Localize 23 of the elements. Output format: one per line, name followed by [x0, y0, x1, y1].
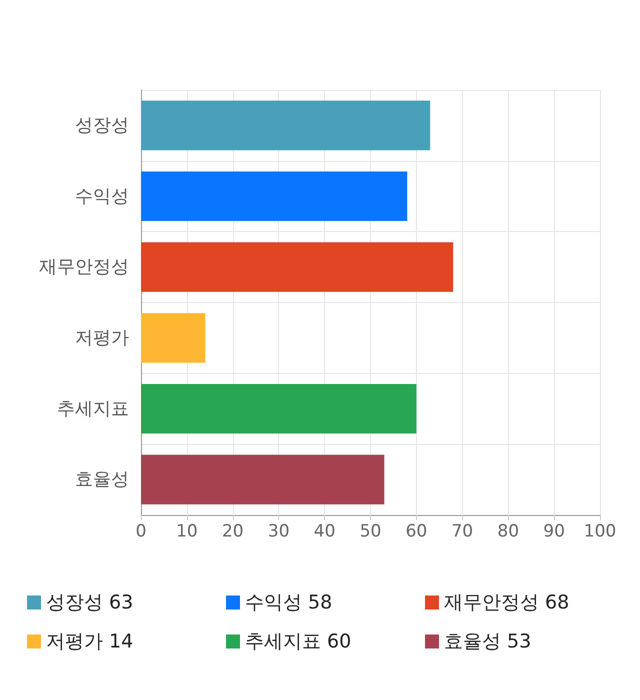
legend-label: 효율성 53 [444, 630, 532, 652]
y-tick-label: 효율성 [75, 469, 129, 490]
legend-label: 저평가 14 [46, 630, 134, 652]
y-tick-label: 재무안정성 [39, 256, 129, 278]
legend-label: 추세지표 60 [245, 630, 352, 652]
x-tick-label: 20 [222, 522, 244, 542]
x-tick-label: 80 [497, 522, 520, 542]
x-tick-label: 50 [360, 522, 382, 542]
legend-label: 재무안정성 68 [444, 592, 570, 614]
x-tick-label: 90 [543, 522, 565, 542]
legend-label: 성장성 63 [46, 592, 134, 614]
x-tick-label: 100 [584, 522, 616, 542]
y-tick-label: 수익성 [75, 186, 129, 207]
x-tick-label: 10 [176, 522, 198, 542]
x-tick-label: 70 [451, 522, 474, 542]
y-tick-label: 저평가 [75, 327, 129, 348]
y-tick-label: 추세지표 [57, 398, 129, 420]
x-tick-label: 60 [406, 522, 428, 542]
y-tick-label: 성장성 [75, 114, 129, 136]
x-tick-label: 40 [314, 522, 336, 542]
x-tick-label: 30 [268, 522, 290, 542]
legend-label: 수익성 58 [245, 592, 332, 614]
x-tick-label: 0 [136, 522, 146, 542]
